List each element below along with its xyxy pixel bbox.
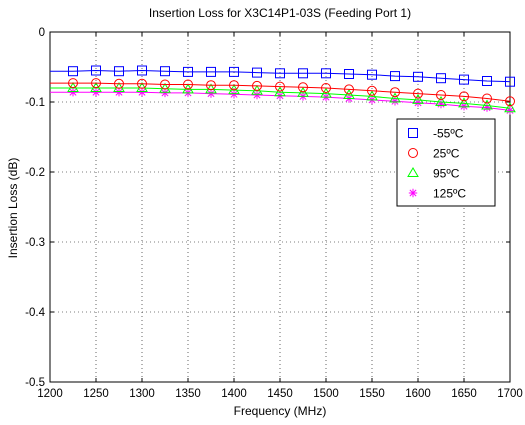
x-tick-label: 1200 <box>37 388 63 400</box>
data-point <box>459 91 469 102</box>
x-tick-label: 1550 <box>359 388 385 400</box>
x-tick-label: 1500 <box>313 388 339 400</box>
data-point <box>459 74 469 85</box>
data-point <box>274 86 286 97</box>
data-point <box>160 79 170 90</box>
data-point <box>68 66 78 77</box>
x-tick-label: 1600 <box>405 388 431 400</box>
data-point <box>321 83 331 93</box>
series-line <box>50 87 511 109</box>
legend-marker <box>408 148 418 158</box>
y-tick-label: -0.3 <box>25 237 45 249</box>
data-point <box>458 97 470 108</box>
y-axis-label: Insertion Loss (dB) <box>6 158 20 259</box>
chart-title: Insertion Loss for X3C14P1-03S (Feeding … <box>149 6 411 20</box>
data-point <box>68 78 78 89</box>
data-point <box>91 78 101 89</box>
legend-label: 125ºC <box>433 187 466 201</box>
data-point <box>275 68 285 79</box>
data-point <box>412 93 424 104</box>
data-point <box>366 90 378 101</box>
data-point <box>504 102 516 113</box>
series-line <box>50 69 511 83</box>
data-point <box>298 82 308 93</box>
data-point <box>252 80 262 91</box>
grid <box>50 32 510 382</box>
legend-marker <box>407 167 419 177</box>
data-point <box>68 88 78 97</box>
x-tick-label: 1300 <box>129 388 155 400</box>
data-point <box>436 90 446 100</box>
y-tick-label: -0.5 <box>25 377 45 389</box>
legend-marker <box>408 128 418 138</box>
axis-ticks: 1200 1250 1300 1350 1400 1450 1500 1550 1600 1650… <box>25 27 523 400</box>
series-line <box>50 82 511 102</box>
data-point <box>229 80 239 91</box>
data-point <box>114 88 124 97</box>
data-point <box>505 106 515 115</box>
x-tick-label: 1350 <box>175 388 201 400</box>
data-point <box>367 85 377 96</box>
data-point <box>390 97 400 106</box>
x-tick-label: 1250 <box>83 388 109 400</box>
x-tick-label: 1450 <box>267 388 293 400</box>
data-point <box>160 66 170 77</box>
data-point <box>436 73 446 84</box>
x-tick-label: 1700 <box>497 388 523 400</box>
data-point <box>183 79 193 90</box>
y-tick-label: -0.1 <box>25 97 45 109</box>
data-point <box>321 68 331 79</box>
data-point <box>505 76 515 87</box>
data-point <box>344 69 354 79</box>
data-point <box>160 88 170 98</box>
data-point <box>413 88 423 99</box>
data-point <box>114 66 124 77</box>
data-point <box>435 96 447 106</box>
series-0 <box>50 65 515 87</box>
data-point <box>114 78 124 89</box>
x-tick-label: 1400 <box>221 388 247 400</box>
data-point <box>275 81 285 92</box>
data-point <box>482 93 492 104</box>
data-point <box>343 89 355 99</box>
data-point <box>320 87 332 98</box>
data-point <box>390 71 400 82</box>
data-point <box>297 86 309 97</box>
y-tick-label: 0 <box>39 27 45 39</box>
legend-label: -55ºC <box>433 127 464 141</box>
x-axis-label: Frequency (MHz) <box>234 404 327 418</box>
legend-marker <box>408 188 418 198</box>
data-point <box>389 92 401 103</box>
y-tick-label: -0.2 <box>25 167 45 179</box>
data-point <box>137 65 147 76</box>
data-point <box>252 90 262 100</box>
data-point <box>183 66 193 77</box>
data-point <box>367 69 377 80</box>
data-point <box>298 68 308 79</box>
data-point <box>390 87 400 98</box>
data-point <box>206 80 216 91</box>
data-point <box>481 99 493 110</box>
data-point <box>137 88 147 97</box>
data-point <box>137 78 147 89</box>
legend-label: 25ºC <box>433 147 460 161</box>
legend: -55ºC 25ºC 95ºC 125ºC <box>396 118 496 207</box>
data-point <box>229 66 239 77</box>
series-1 <box>50 78 515 107</box>
data-point <box>505 96 515 107</box>
data-point <box>413 71 423 82</box>
data-point <box>344 84 354 95</box>
data-point <box>229 90 239 99</box>
x-tick-label: 1650 <box>451 388 477 400</box>
data-point <box>206 89 216 98</box>
data-point <box>252 67 262 78</box>
y-tick-label: -0.4 <box>25 307 45 319</box>
series-layer <box>50 65 516 115</box>
data-point <box>206 66 216 77</box>
legend-label: 95ºC <box>433 167 460 181</box>
data-point <box>482 76 492 86</box>
data-point <box>91 65 101 76</box>
data-point <box>91 88 101 97</box>
